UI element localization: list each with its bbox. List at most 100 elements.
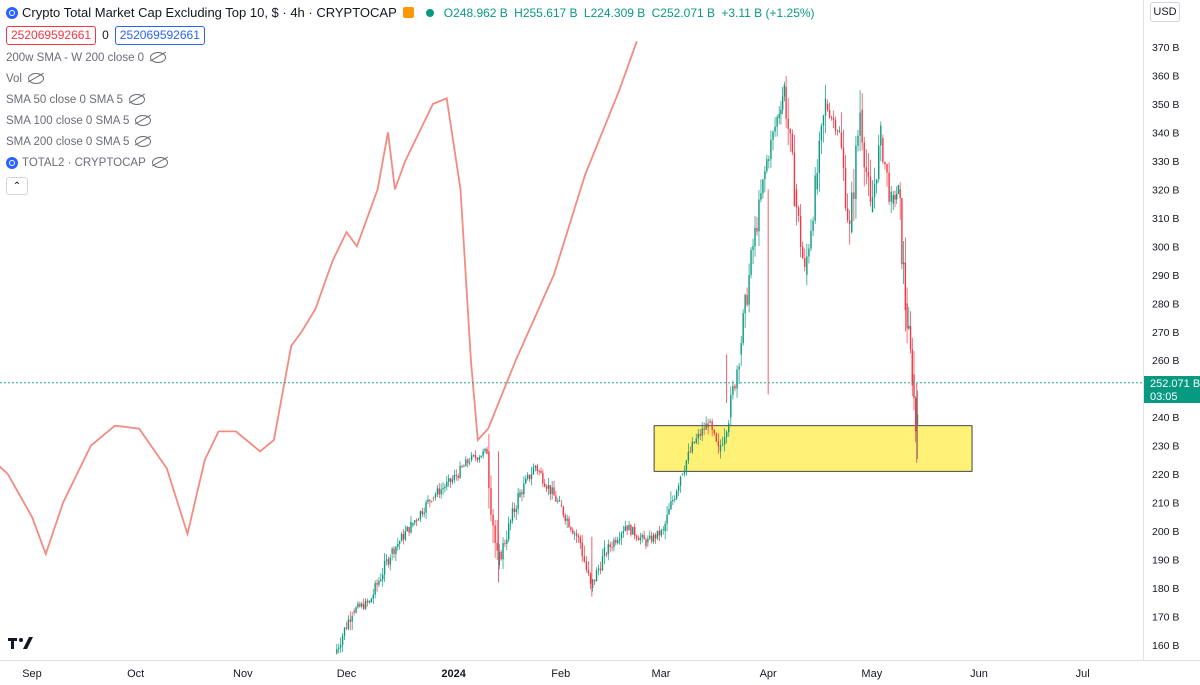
candle-body	[506, 539, 508, 544]
candle-body	[455, 475, 457, 476]
candle-body	[587, 569, 590, 574]
eye-hidden-icon[interactable]	[128, 94, 145, 105]
flag-icon[interactable]	[402, 7, 414, 18]
candle-body	[849, 220, 851, 225]
time-axis-ticks: Sep Oct Nov Dec 2024 Feb Mar Apr May Jun Jul	[22, 668, 1089, 680]
candle-body	[705, 423, 707, 430]
candle-body	[838, 130, 841, 132]
candle-body	[480, 455, 482, 458]
candle-body	[846, 208, 849, 221]
candle-body	[438, 488, 440, 495]
indicator-row[interactable]: TOTAL2 · CRYPTOCAP	[6, 152, 818, 173]
candle-body	[859, 112, 861, 136]
candle-body	[453, 475, 456, 480]
candle-body	[440, 489, 442, 495]
candle-body	[736, 369, 738, 389]
candle-body	[468, 462, 471, 464]
candle-body	[820, 125, 823, 141]
price-tick-label: 230 B	[1152, 441, 1179, 453]
candle-body	[789, 128, 791, 134]
candle-body	[423, 512, 425, 515]
candle-body	[628, 524, 630, 531]
indicator-row[interactable]: Vol	[6, 68, 818, 89]
indicator-row[interactable]: SMA 50 close 0 SMA 5	[6, 89, 818, 110]
candle-body	[683, 470, 686, 475]
candle-body	[662, 529, 664, 531]
candle-body	[637, 538, 640, 541]
candle-body	[674, 498, 676, 500]
symbol-title[interactable]: Crypto Total Market Cap Excluding Top 10…	[22, 5, 397, 20]
candle-body	[555, 495, 557, 502]
price-tick-label: 300 B	[1152, 241, 1179, 253]
candle-body	[744, 294, 746, 314]
candle-body	[772, 131, 774, 140]
candle-body	[513, 508, 516, 512]
candle-body	[383, 560, 386, 575]
candle-body	[896, 193, 898, 200]
candle-body	[828, 109, 831, 118]
candle-body	[376, 583, 378, 585]
change-value: +3.11 B (+1.25%)	[721, 5, 815, 20]
candle-body	[869, 176, 872, 202]
candle-body	[542, 472, 544, 484]
candle-body	[707, 423, 709, 428]
support-zone-rectangle[interactable]	[653, 425, 973, 472]
candle-body	[645, 539, 647, 547]
candle-body	[915, 398, 917, 432]
candle-body	[572, 529, 574, 534]
price-tick-label: 210 B	[1152, 498, 1179, 510]
candle-body	[740, 343, 742, 355]
candle-body	[449, 478, 452, 482]
candle-body	[768, 159, 770, 161]
tradingview-logo-icon[interactable]	[8, 635, 36, 651]
eye-hidden-icon[interactable]	[28, 73, 44, 84]
candle-body	[770, 139, 772, 160]
candle-body	[742, 313, 744, 344]
candle-body	[778, 114, 780, 119]
candle-body	[558, 500, 561, 502]
candle-body	[496, 542, 498, 551]
candle-body	[500, 552, 502, 560]
time-tick-label: 2024	[441, 668, 466, 680]
eye-hidden-icon[interactable]	[151, 157, 168, 168]
candle-body	[842, 147, 845, 168]
bar-countdown: 03:05	[1150, 391, 1178, 403]
collapse-legend-button[interactable]: ⌃	[6, 177, 28, 195]
candle-body	[908, 325, 910, 329]
candle-body	[902, 262, 905, 265]
candle-body	[855, 145, 857, 199]
eye-hidden-icon[interactable]	[135, 136, 152, 147]
chevron-up-icon: ⌃	[12, 180, 22, 192]
candle-body	[511, 508, 514, 521]
candle-body	[391, 548, 393, 554]
candle-body	[844, 167, 847, 209]
candle-body	[363, 603, 365, 609]
indicator-row[interactable]: SMA 100 close 0 SMA 5	[6, 110, 818, 131]
candle-body	[459, 465, 461, 478]
candle-body	[672, 499, 674, 502]
candle-body	[595, 570, 598, 582]
candle-body	[357, 603, 359, 608]
candle-body	[802, 246, 804, 259]
eye-hidden-icon[interactable]	[150, 52, 167, 63]
price-tick-label: 320 B	[1152, 184, 1179, 196]
eye-hidden-icon[interactable]	[135, 115, 152, 126]
indicator-row[interactable]: 200w SMA - W 200 close 0	[6, 47, 818, 68]
candle-body	[486, 448, 488, 454]
crypto-logo-icon	[6, 6, 18, 19]
candle-body	[641, 535, 643, 538]
candle-body	[347, 619, 350, 629]
candle-body	[601, 555, 604, 571]
buy-button[interactable]: 252069592661	[114, 25, 205, 45]
indicator-row[interactable]: SMA 200 close 0 SMA 5	[6, 131, 818, 152]
candle-body	[822, 115, 825, 126]
sell-button[interactable]: 252069592661	[6, 25, 97, 45]
candle-body	[583, 556, 585, 562]
candle-body	[711, 421, 713, 430]
currency-selector[interactable]: USD	[1150, 2, 1180, 22]
candle-body	[515, 509, 517, 512]
price-tick-label: 340 B	[1152, 127, 1179, 139]
time-tick-label: Oct	[127, 668, 144, 680]
time-tick-label: Sep	[22, 668, 42, 680]
